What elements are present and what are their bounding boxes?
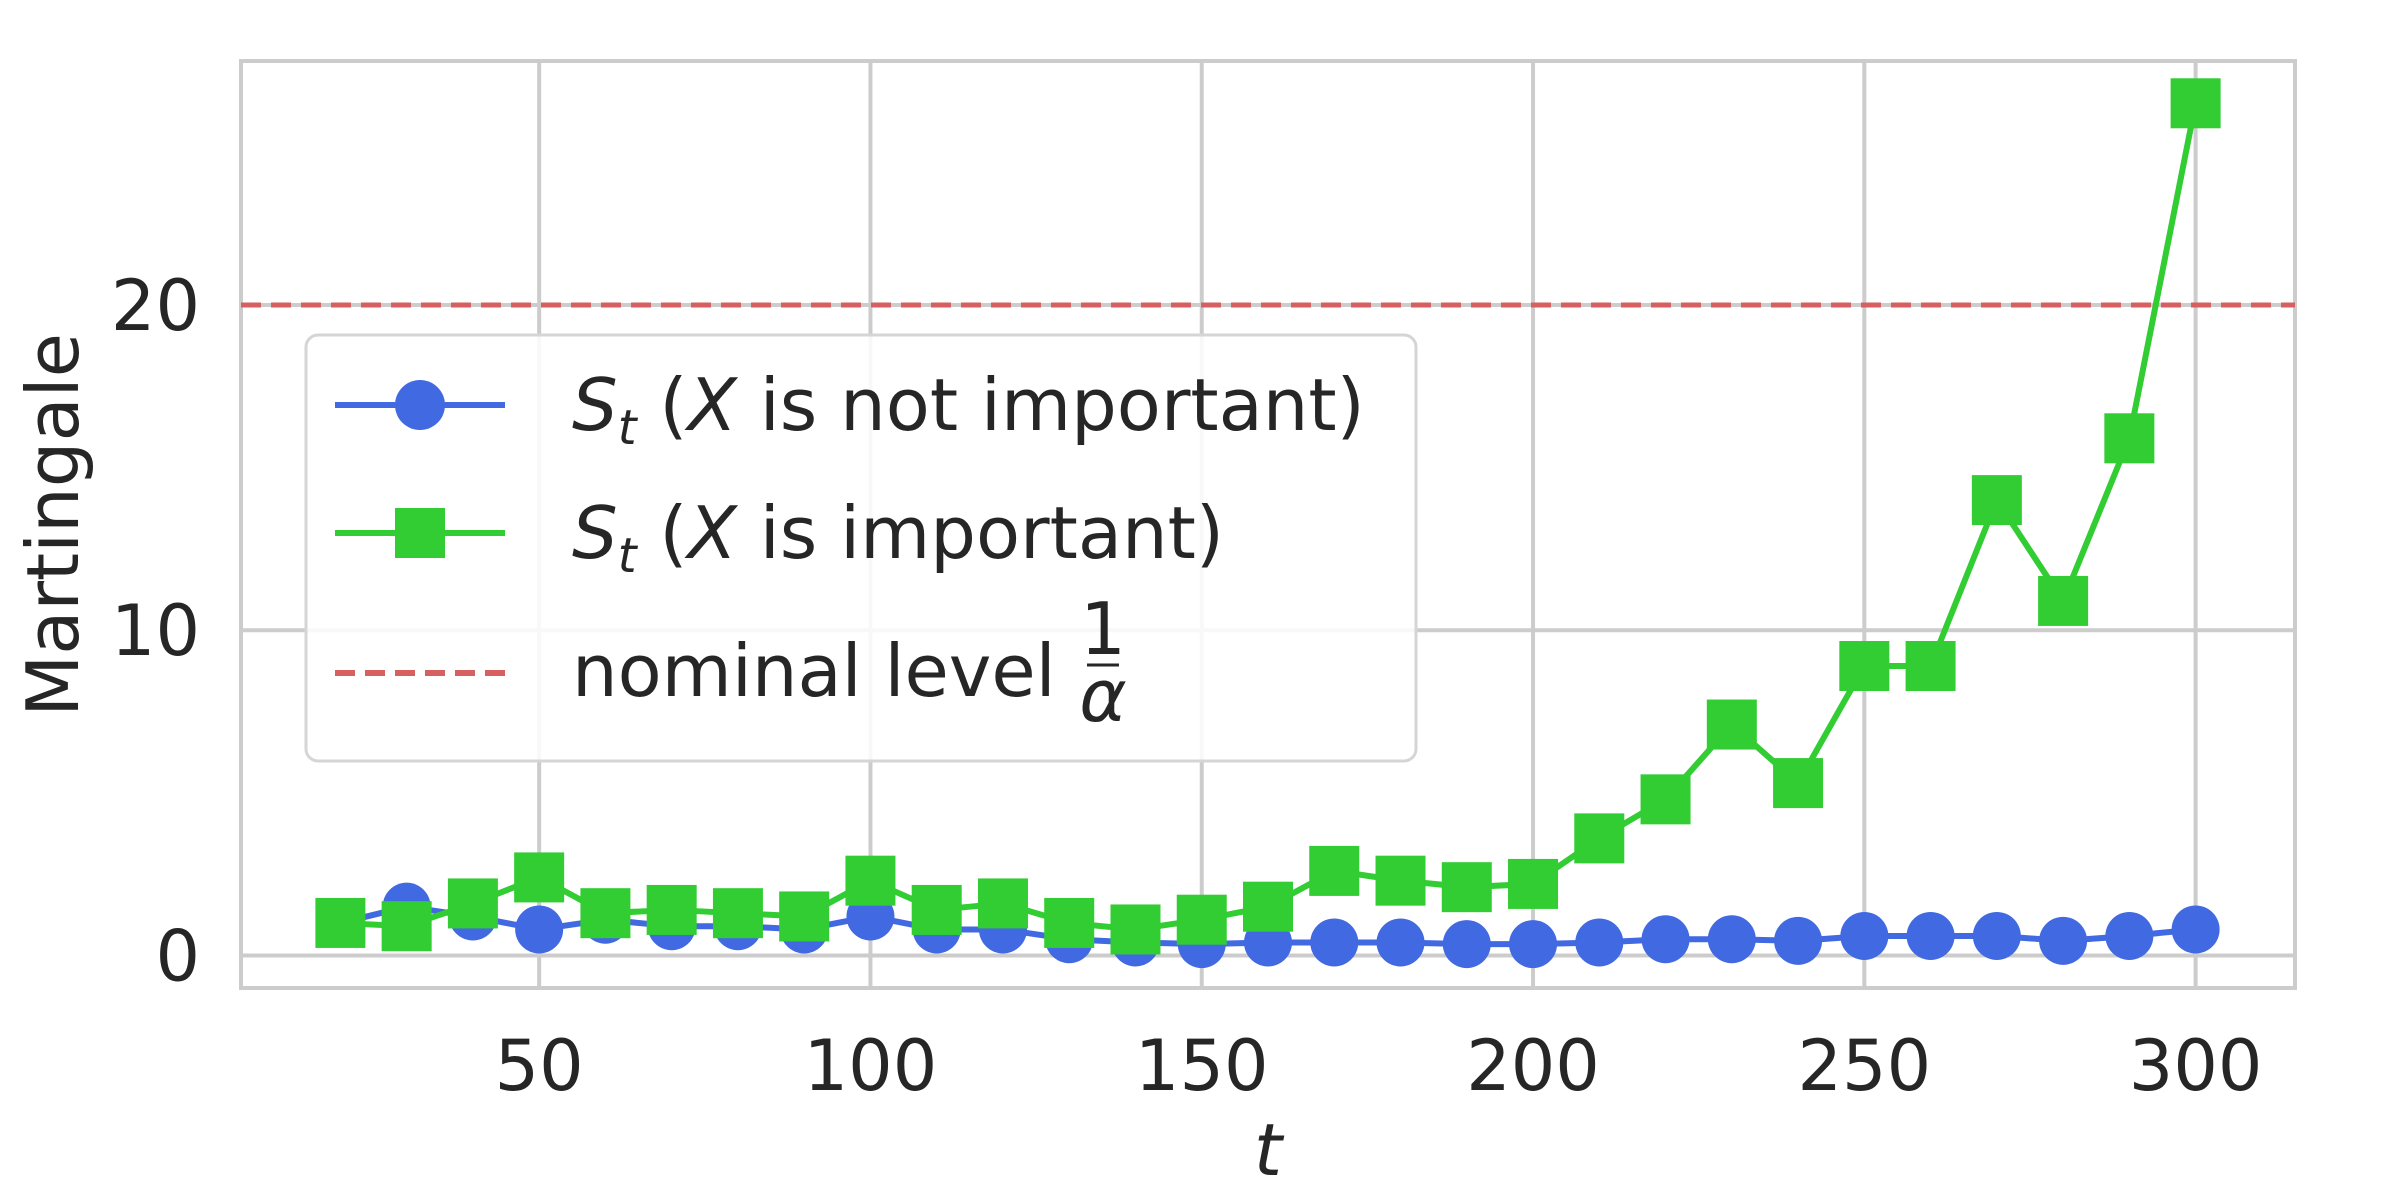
legend-rest-text: is not important): [737, 363, 1365, 447]
legend-open-paren: (: [637, 363, 688, 447]
y-tick-label: 10: [111, 590, 200, 672]
data-point-square: [514, 852, 565, 903]
data-point-circle: [1972, 911, 2021, 960]
legend-entry-important: St (X is important): [335, 491, 1224, 584]
legend-rest-text: is important): [737, 491, 1224, 575]
legend-symbol-x: X: [684, 363, 739, 447]
y-tick-label: 0: [155, 915, 200, 997]
data-point-square: [1905, 640, 1956, 691]
data-point-square: [1110, 904, 1161, 955]
x-tick-label: 150: [1135, 1025, 1269, 1107]
data-point-square: [1044, 897, 1095, 948]
data-point-square: [1441, 862, 1492, 913]
data-point-square: [1640, 774, 1691, 825]
data-point-circle: [1641, 915, 1690, 964]
data-point-circle: [515, 905, 564, 954]
legend-entry-not-important: St (X is not important): [335, 363, 1365, 456]
x-tick-label: 100: [804, 1025, 938, 1107]
data-point-square: [1243, 881, 1293, 932]
data-point-square: [977, 878, 1028, 929]
legend-subscript-t: t: [618, 528, 639, 584]
data-point-square: [580, 888, 631, 939]
legend-box: [304, 333, 1418, 763]
legend-label-not-important: St (X is not important): [572, 363, 1365, 456]
legend-symbol-s: S: [572, 363, 618, 447]
data-point-circle: [2171, 905, 2220, 954]
y-tick-labels: 0 10 20: [111, 265, 200, 998]
data-point-circle: [2105, 911, 2154, 960]
x-tick-label: 300: [2129, 1025, 2263, 1107]
x-tick-label: 250: [1798, 1025, 1932, 1107]
data-point-square: [315, 897, 366, 948]
data-point-square: [1971, 475, 2022, 526]
data-point-circle: [1376, 918, 1425, 967]
x-tick-label: 50: [495, 1025, 584, 1107]
data-point-circle: [1310, 918, 1359, 967]
x-axis-label: t: [1254, 1108, 1285, 1192]
plot-frame: [239, 59, 2297, 990]
data-point-square: [646, 884, 697, 935]
legend-marker-circle: [395, 380, 445, 430]
data-point-circle: [1509, 920, 1558, 969]
legend-symbol-x: X: [684, 491, 739, 575]
data-point-circle: [1442, 920, 1491, 969]
data-point-square: [1706, 699, 1757, 750]
legend-fraction-denominator: α: [1079, 654, 1126, 738]
legend-entry-nominal-level: nominal level 1 α: [335, 587, 1127, 738]
data-point-square: [1508, 858, 1559, 909]
data-point-square: [845, 855, 896, 906]
data-point-circle: [2039, 916, 2088, 965]
legend-subscript-t: t: [618, 400, 639, 456]
data-point-circle: [1906, 911, 1955, 960]
data-point-square: [381, 901, 432, 952]
legend-fraction-numerator: 1: [1080, 587, 1126, 671]
data-point-square: [1773, 758, 1824, 809]
legend-open-paren: (: [637, 491, 688, 575]
data-point-square: [2170, 78, 2221, 129]
y-tick-label: 20: [111, 265, 200, 347]
data-point-square: [1176, 894, 1227, 945]
data-point-square: [2104, 413, 2155, 464]
series-layer: [315, 78, 2221, 969]
data-point-square: [447, 878, 498, 929]
data-point-square: [1574, 813, 1625, 864]
x-tick-label: 200: [1466, 1025, 1600, 1107]
series-important: [315, 78, 2221, 955]
legend-label-important: St (X is important): [572, 491, 1224, 584]
x-tick-labels: 50 100 150 200 250 300: [495, 1025, 2263, 1107]
data-point-circle: [1707, 915, 1756, 964]
data-point-square: [2038, 575, 2089, 626]
data-point-circle: [1575, 918, 1624, 967]
legend-label-nominal: nominal level: [572, 629, 1056, 713]
data-point-square: [1375, 855, 1426, 906]
legend-marker-square: [395, 508, 445, 558]
data-point-circle: [1774, 916, 1823, 965]
data-point-square: [712, 888, 763, 939]
legend-symbol-s: S: [572, 491, 618, 575]
data-point-square: [1309, 845, 1360, 896]
data-point-square: [911, 884, 962, 935]
y-axis-label: Martingale: [11, 333, 95, 717]
data-point-circle: [1840, 911, 1889, 960]
legend: St (X is not important) St (X is importa…: [304, 333, 1418, 763]
data-point-square: [1839, 640, 1890, 691]
data-point-square: [779, 891, 830, 942]
